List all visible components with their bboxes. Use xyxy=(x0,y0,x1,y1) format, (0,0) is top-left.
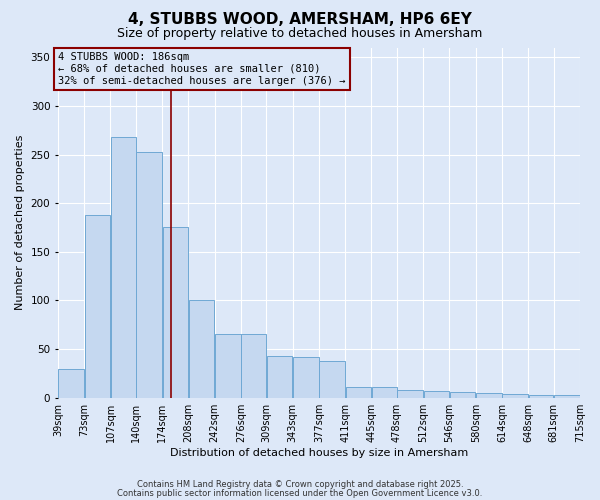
Bar xyxy=(58,368,84,398)
Bar xyxy=(346,387,371,398)
Bar xyxy=(241,334,266,398)
Bar xyxy=(476,393,502,398)
Bar xyxy=(397,390,423,398)
Bar xyxy=(529,395,553,398)
X-axis label: Distribution of detached houses by size in Amersham: Distribution of detached houses by size … xyxy=(170,448,468,458)
Bar xyxy=(502,394,528,398)
Y-axis label: Number of detached properties: Number of detached properties xyxy=(15,135,25,310)
Text: Contains public sector information licensed under the Open Government Licence v3: Contains public sector information licen… xyxy=(118,489,482,498)
Text: 4 STUBBS WOOD: 186sqm
← 68% of detached houses are smaller (810)
32% of semi-det: 4 STUBBS WOOD: 186sqm ← 68% of detached … xyxy=(58,52,346,86)
Bar xyxy=(424,391,449,398)
Bar xyxy=(319,360,345,398)
Text: 4, STUBBS WOOD, AMERSHAM, HP6 6EY: 4, STUBBS WOOD, AMERSHAM, HP6 6EY xyxy=(128,12,472,28)
Bar xyxy=(293,357,319,398)
Bar xyxy=(554,395,580,398)
Bar xyxy=(85,215,110,398)
Bar xyxy=(215,334,241,398)
Bar xyxy=(372,387,397,398)
Text: Size of property relative to detached houses in Amersham: Size of property relative to detached ho… xyxy=(118,28,482,40)
Bar xyxy=(267,356,292,398)
Bar xyxy=(136,152,162,398)
Bar xyxy=(163,228,188,398)
Bar xyxy=(189,300,214,398)
Text: Contains HM Land Registry data © Crown copyright and database right 2025.: Contains HM Land Registry data © Crown c… xyxy=(137,480,463,489)
Bar xyxy=(111,137,136,398)
Bar xyxy=(450,392,475,398)
